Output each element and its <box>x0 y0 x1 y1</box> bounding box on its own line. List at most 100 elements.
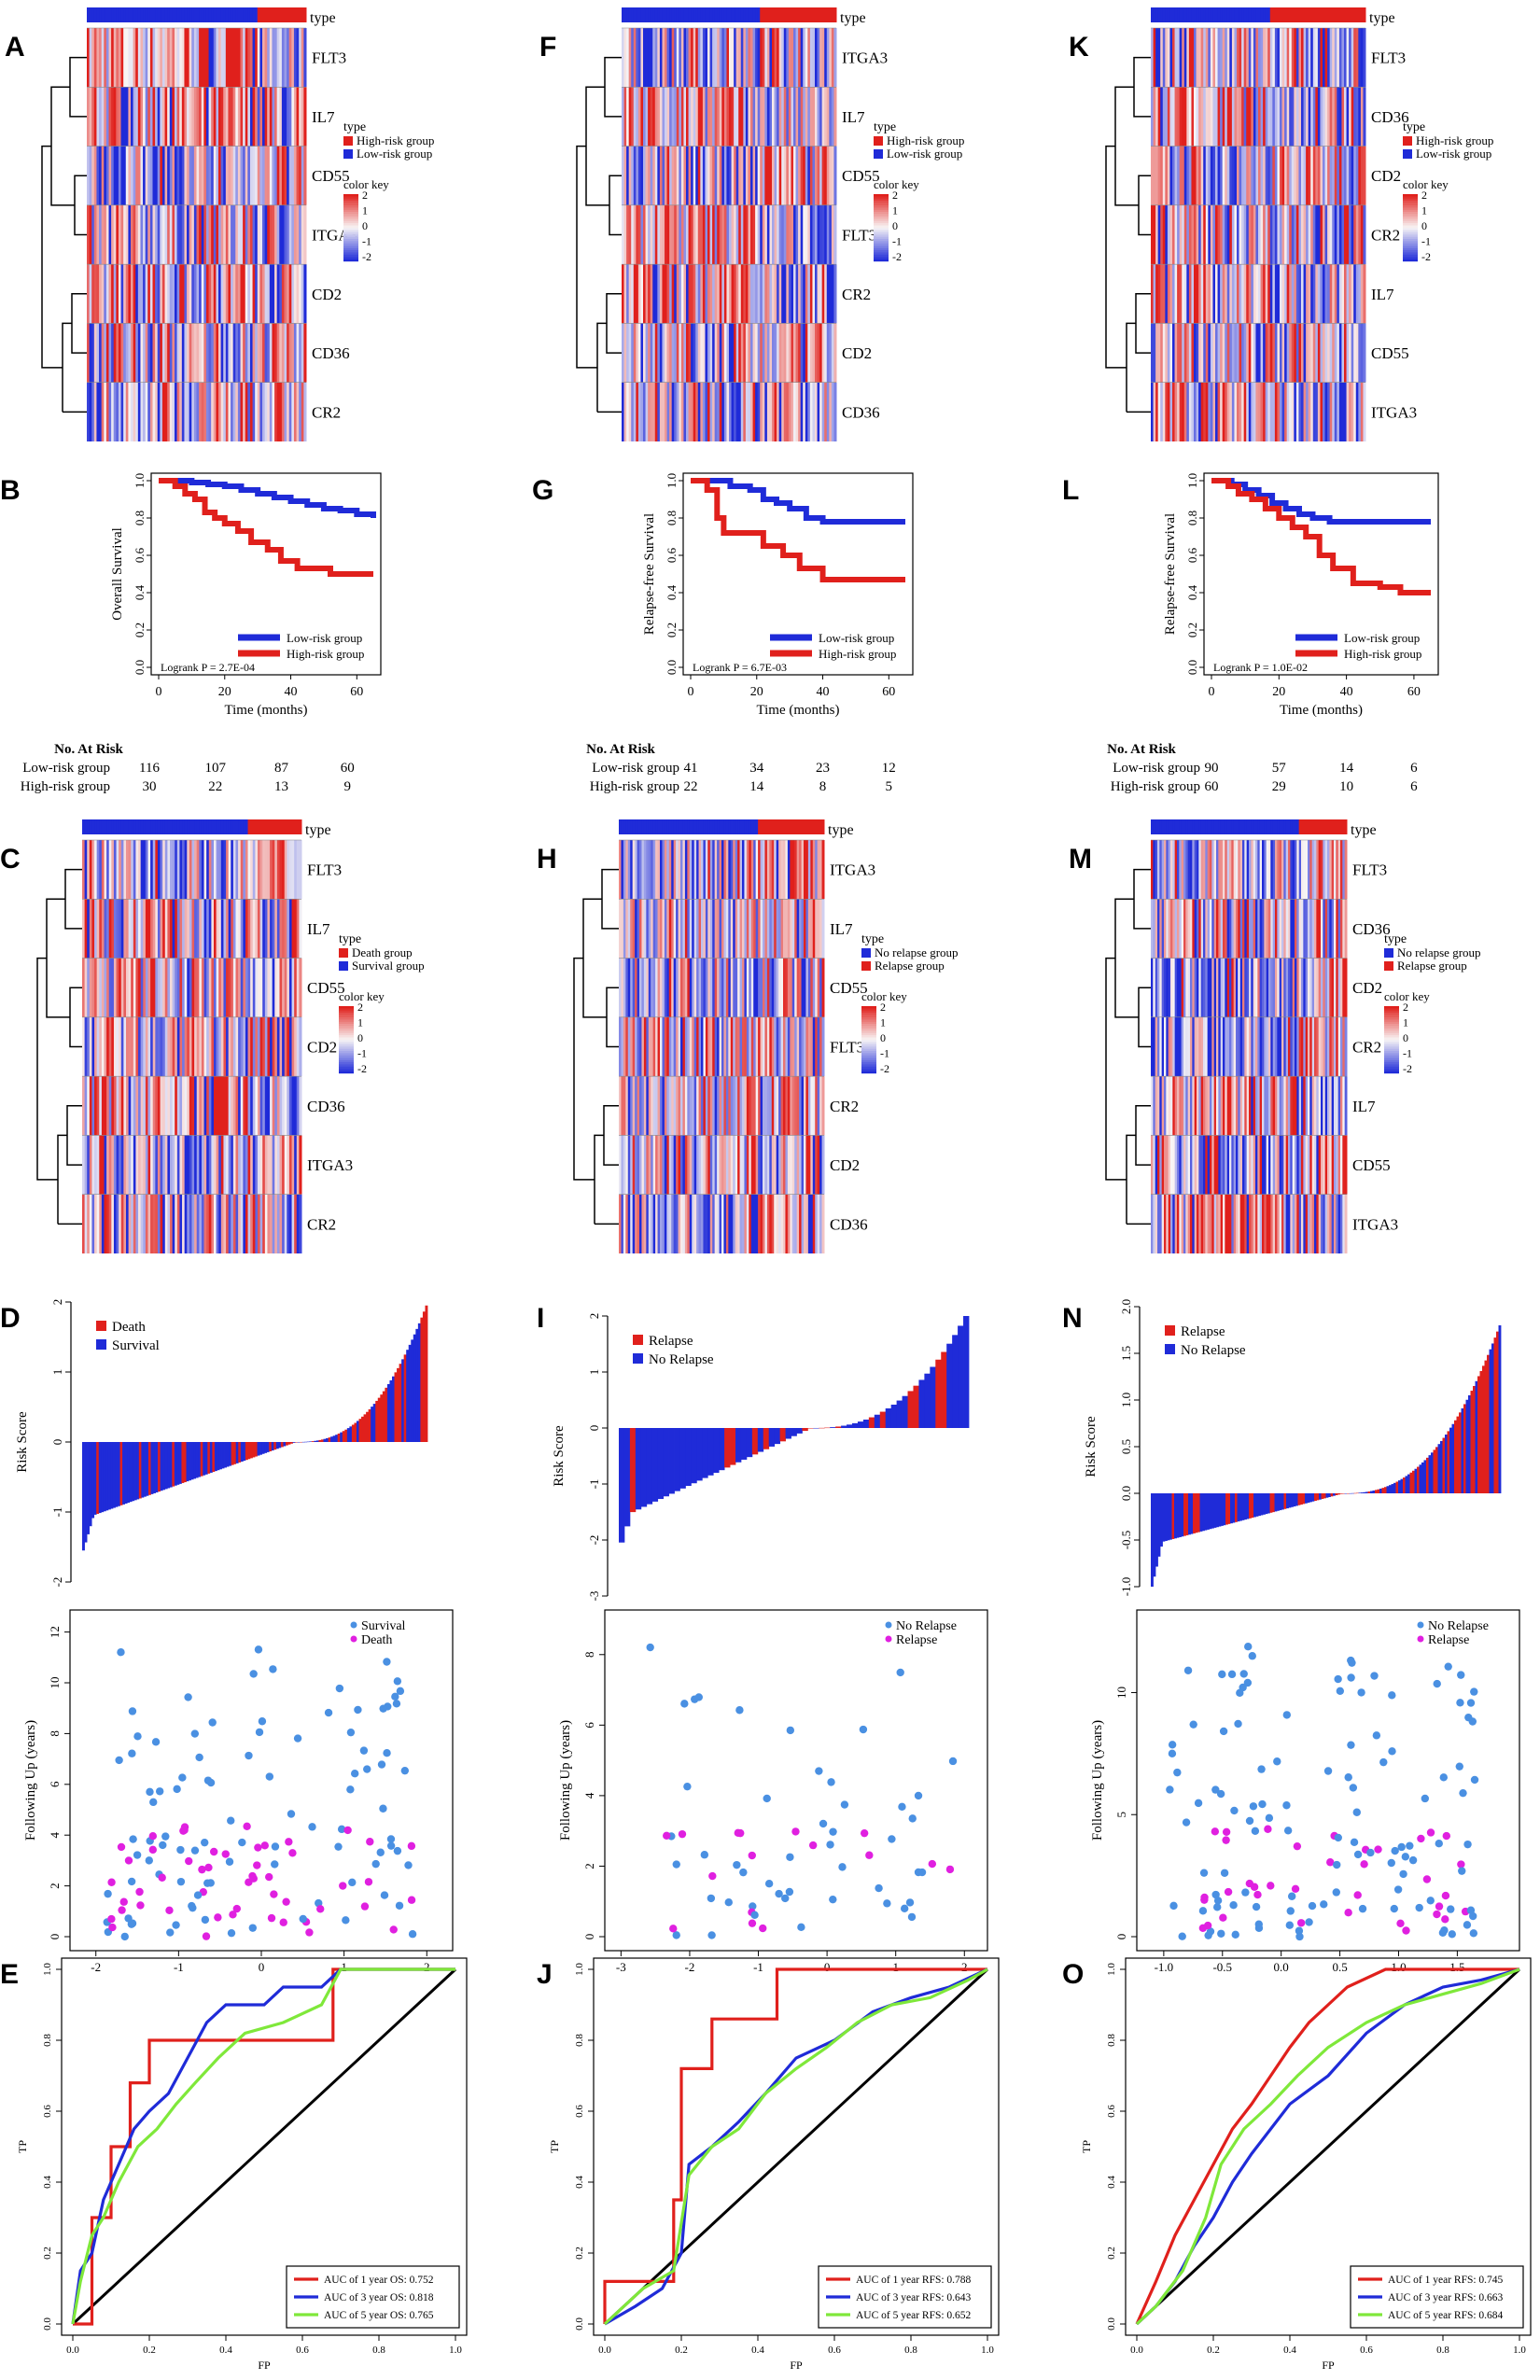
heatmap-cell <box>707 28 711 88</box>
heatmap-cell <box>276 382 280 441</box>
heatmap-cell <box>176 1076 180 1136</box>
heatmap-cell <box>203 264 207 324</box>
heatmap-cell <box>149 28 153 88</box>
heatmap-cell <box>157 323 161 383</box>
heatmap-cell <box>1213 1194 1217 1253</box>
heatmap-cell <box>809 264 813 324</box>
heatmap-cell <box>1294 87 1297 147</box>
heatmap-cell <box>678 899 681 959</box>
heatmap-cell <box>87 146 91 205</box>
heatmap-cell <box>1188 146 1192 205</box>
heatmap-cell <box>243 958 246 1017</box>
heatmap-cell <box>803 204 806 265</box>
heatmap-cell <box>648 87 651 147</box>
risk-score-bar <box>425 1305 428 1442</box>
color-key-cell <box>1384 1064 1399 1067</box>
heatmap-cell <box>91 958 95 1017</box>
legend-label: Relapse group <box>1397 959 1467 973</box>
heatmap-cell <box>237 382 241 441</box>
heatmap-cell <box>1346 146 1350 205</box>
heatmap-cell <box>1277 958 1281 1017</box>
heatmap-cell <box>1242 1194 1245 1253</box>
heatmap-cell <box>120 1135 124 1195</box>
heatmap-cell <box>764 264 768 324</box>
heatmap-cell <box>684 899 688 959</box>
heatmap-cell <box>189 1076 192 1136</box>
heatmap-cell <box>1329 1194 1333 1253</box>
heatmap-cell <box>223 840 227 900</box>
heatmap-cell <box>1308 1076 1310 1136</box>
heatmap-cell <box>1344 382 1348 441</box>
type-bar-cell <box>1283 819 1287 834</box>
type-bar-cell <box>1294 7 1297 22</box>
heatmap-cell <box>1169 204 1173 265</box>
risk-table-row-label: High-risk group <box>21 779 110 794</box>
type-bar-cell <box>133 7 136 22</box>
heatmap-cell <box>1181 1076 1184 1136</box>
heatmap-cell <box>1263 264 1267 324</box>
heatmap-cell <box>1249 899 1252 959</box>
heatmap-cell <box>803 87 806 147</box>
heatmap-cell <box>199 323 203 383</box>
heatmap-cell <box>1198 87 1202 147</box>
heatmap-cell <box>104 264 107 324</box>
heatmap-cell <box>1223 958 1225 1017</box>
heatmap-cell <box>763 1194 765 1253</box>
heatmap-cell <box>172 840 175 900</box>
heatmap-cell <box>1323 1194 1326 1253</box>
heatmap-cell <box>169 28 173 88</box>
heatmap-cell <box>709 1076 713 1136</box>
heatmap-cell <box>147 840 151 900</box>
type-bar-cell <box>1341 7 1345 22</box>
heatmap-cell <box>1157 1076 1160 1136</box>
heatmap-cell <box>152 264 156 324</box>
color-key-cell <box>339 1010 354 1014</box>
heatmap-cell <box>717 1135 721 1195</box>
heatmap-cell <box>748 28 751 88</box>
heatmap-cell <box>1164 1194 1167 1253</box>
heatmap-cell <box>1164 1016 1167 1077</box>
heatmap-cell <box>1255 1016 1258 1077</box>
color-key-cell <box>861 1021 876 1025</box>
heatmap-cell <box>152 899 156 959</box>
type-bar-cell <box>1309 819 1313 834</box>
heatmap-cell <box>758 1016 762 1077</box>
type-bar-cell <box>303 7 307 22</box>
heatmap-cell <box>89 1076 92 1136</box>
heatmap-cell <box>1279 899 1282 959</box>
heatmap-cell <box>774 382 777 441</box>
heatmap-cell <box>228 264 231 324</box>
heatmap-cell <box>116 87 119 147</box>
heatmap-cell <box>208 1135 212 1195</box>
heatmap-cell <box>120 840 124 900</box>
heatmap-cell <box>1229 1016 1232 1077</box>
heatmap-cell <box>753 1194 757 1253</box>
heatmap-cell <box>650 204 653 265</box>
heatmap-cell <box>637 264 641 324</box>
heatmap-cell <box>695 204 699 265</box>
heatmap-cell <box>291 1194 295 1253</box>
heatmap-cell <box>1229 204 1233 265</box>
heatmap-cell <box>291 1016 295 1077</box>
heatmap-cell <box>279 382 283 441</box>
heatmap-cell <box>693 264 696 324</box>
heatmap-cell <box>762 323 765 383</box>
type-bar-cell <box>218 819 222 834</box>
heatmap-cell <box>128 28 132 88</box>
type-bar-cell <box>1183 819 1186 834</box>
heatmap-cell <box>1341 204 1345 265</box>
type-bar-cell <box>279 819 283 834</box>
heatmap-cell <box>1234 204 1238 265</box>
heatmap-cell <box>223 899 227 959</box>
type-bar-cell <box>628 7 632 22</box>
color-key-cell <box>343 225 358 229</box>
heatmap-cell <box>291 958 295 1017</box>
heatmap-cell <box>639 1016 642 1077</box>
heatmap-cell <box>1295 204 1299 265</box>
heatmap-cell <box>179 1135 183 1195</box>
heatmap-cell <box>652 1016 656 1077</box>
heatmap-cell <box>1216 1016 1219 1077</box>
heatmap-cell <box>140 382 144 441</box>
color-key-cell <box>861 1042 876 1044</box>
km-logrank-p: Logrank P = 2.7E-04 <box>161 661 255 674</box>
